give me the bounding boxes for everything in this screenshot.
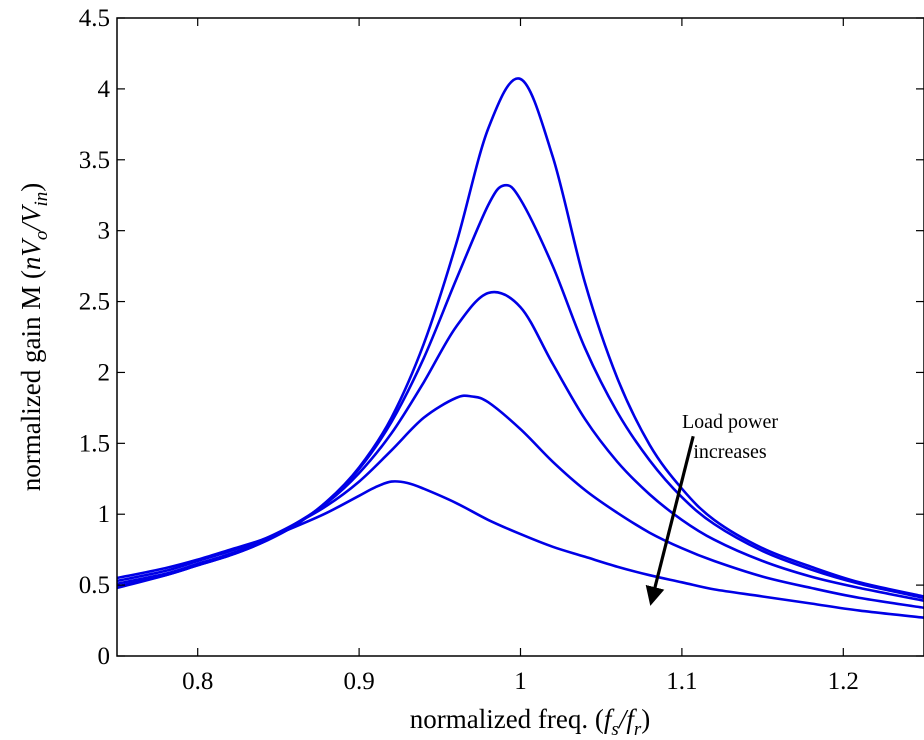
x-axis-title: normalized freq. (fs/fr) [410, 704, 651, 740]
y-axis-title: normalized gain M (nVo/Vin) [16, 183, 52, 491]
y-tick-label-3.5: 3.5 [79, 147, 110, 174]
y-tick-label-0.5: 0.5 [79, 572, 110, 599]
y-axis-ticks: 0 0.5 1 1.5 2 2.5 3 3.5 4 4.5 [79, 5, 924, 670]
x-tick-label-1: 1 [514, 668, 527, 695]
x-axis-ticks: 0.8 0.9 1 1.1 1.2 [182, 18, 859, 695]
y-tick-label-4.5: 4.5 [79, 5, 110, 32]
series-line-3 [117, 290, 924, 602]
annotation-line-1: Load power [682, 411, 778, 433]
annotation-arrow [645, 435, 695, 606]
x-tick-label-0.9: 0.9 [343, 668, 374, 695]
x-tick-label-1.1: 1.1 [666, 668, 697, 695]
y-tick-label-3: 3 [98, 218, 111, 245]
x-tick-label-1.2: 1.2 [828, 668, 859, 695]
y-tick-label-1: 1 [98, 501, 111, 528]
y-tick-label-1.5: 1.5 [79, 430, 110, 457]
y-tick-label-2.5: 2.5 [79, 289, 110, 316]
y-tick-label-4: 4 [98, 76, 111, 103]
y-tick-label-2: 2 [98, 359, 111, 386]
series-group [117, 77, 924, 619]
series-line-5 [117, 480, 924, 619]
annotation-line-2: increases [693, 441, 767, 463]
y-tick-label-0: 0 [98, 643, 111, 670]
x-tick-label-0.8: 0.8 [182, 668, 213, 695]
plot-area [117, 18, 924, 656]
